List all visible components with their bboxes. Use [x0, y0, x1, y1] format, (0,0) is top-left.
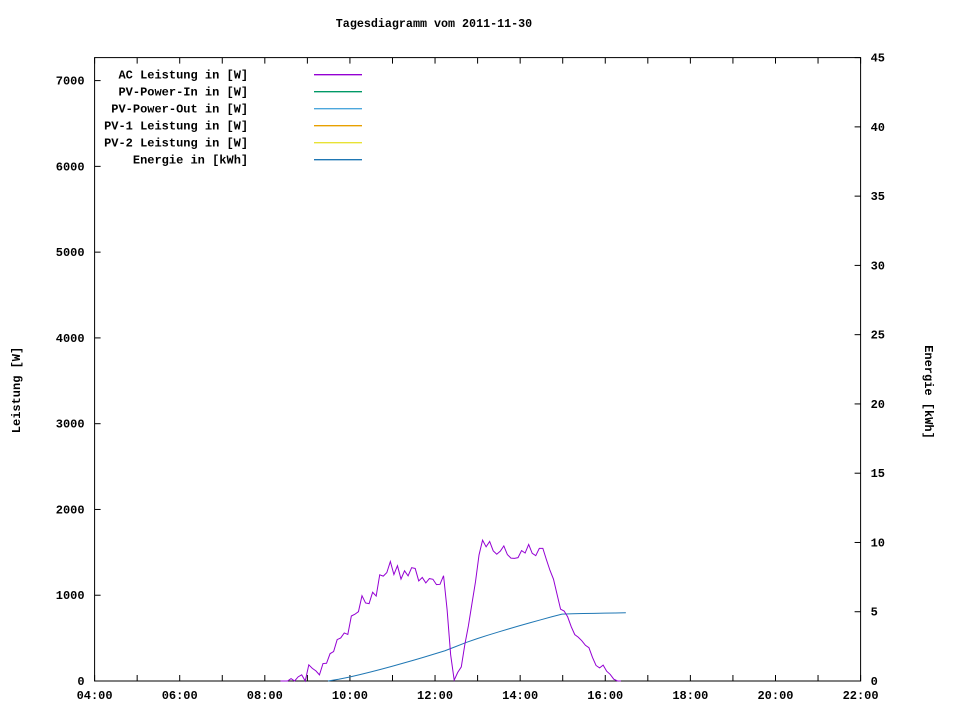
- svg-text:Leistung [W]: Leistung [W]: [10, 347, 24, 433]
- svg-text:14:00: 14:00: [502, 689, 538, 703]
- svg-text:04:00: 04:00: [77, 689, 113, 703]
- svg-text:AC Leistung in [W]: AC Leistung in [W]: [118, 69, 248, 83]
- svg-text:08:00: 08:00: [247, 689, 283, 703]
- svg-text:0: 0: [77, 675, 84, 689]
- svg-text:06:00: 06:00: [162, 689, 198, 703]
- svg-text:10:00: 10:00: [332, 689, 368, 703]
- svg-text:10: 10: [871, 536, 885, 550]
- svg-text:7000: 7000: [56, 75, 85, 89]
- svg-text:PV-Power-In in [W]: PV-Power-In in [W]: [118, 86, 248, 100]
- svg-text:3000: 3000: [56, 418, 85, 432]
- svg-text:20:00: 20:00: [757, 689, 793, 703]
- svg-text:20: 20: [871, 398, 885, 412]
- svg-text:4000: 4000: [56, 332, 85, 346]
- svg-text:16:00: 16:00: [587, 689, 623, 703]
- svg-text:PV-1 Leistung in [W]: PV-1 Leistung in [W]: [104, 120, 248, 134]
- svg-text:1000: 1000: [56, 589, 85, 603]
- svg-text:15: 15: [871, 467, 885, 481]
- svg-text:0: 0: [871, 675, 878, 689]
- svg-text:Energie in [kWh]: Energie in [kWh]: [133, 154, 248, 168]
- svg-text:18:00: 18:00: [672, 689, 708, 703]
- svg-text:45: 45: [871, 52, 885, 66]
- svg-text:40: 40: [871, 121, 885, 135]
- svg-text:30: 30: [871, 259, 885, 273]
- svg-text:35: 35: [871, 190, 885, 204]
- svg-text:2000: 2000: [56, 503, 85, 517]
- svg-text:6000: 6000: [56, 160, 85, 174]
- svg-text:5000: 5000: [56, 246, 85, 260]
- svg-text:5: 5: [871, 606, 878, 620]
- svg-text:PV-2 Leistung in [W]: PV-2 Leistung in [W]: [104, 137, 248, 151]
- svg-text:22:00: 22:00: [843, 689, 879, 703]
- svg-text:Energie [kWh]: Energie [kWh]: [921, 345, 935, 439]
- svg-text:12:00: 12:00: [417, 689, 453, 703]
- svg-text:25: 25: [871, 329, 885, 343]
- svg-text:PV-Power-Out in [W]: PV-Power-Out in [W]: [111, 103, 248, 117]
